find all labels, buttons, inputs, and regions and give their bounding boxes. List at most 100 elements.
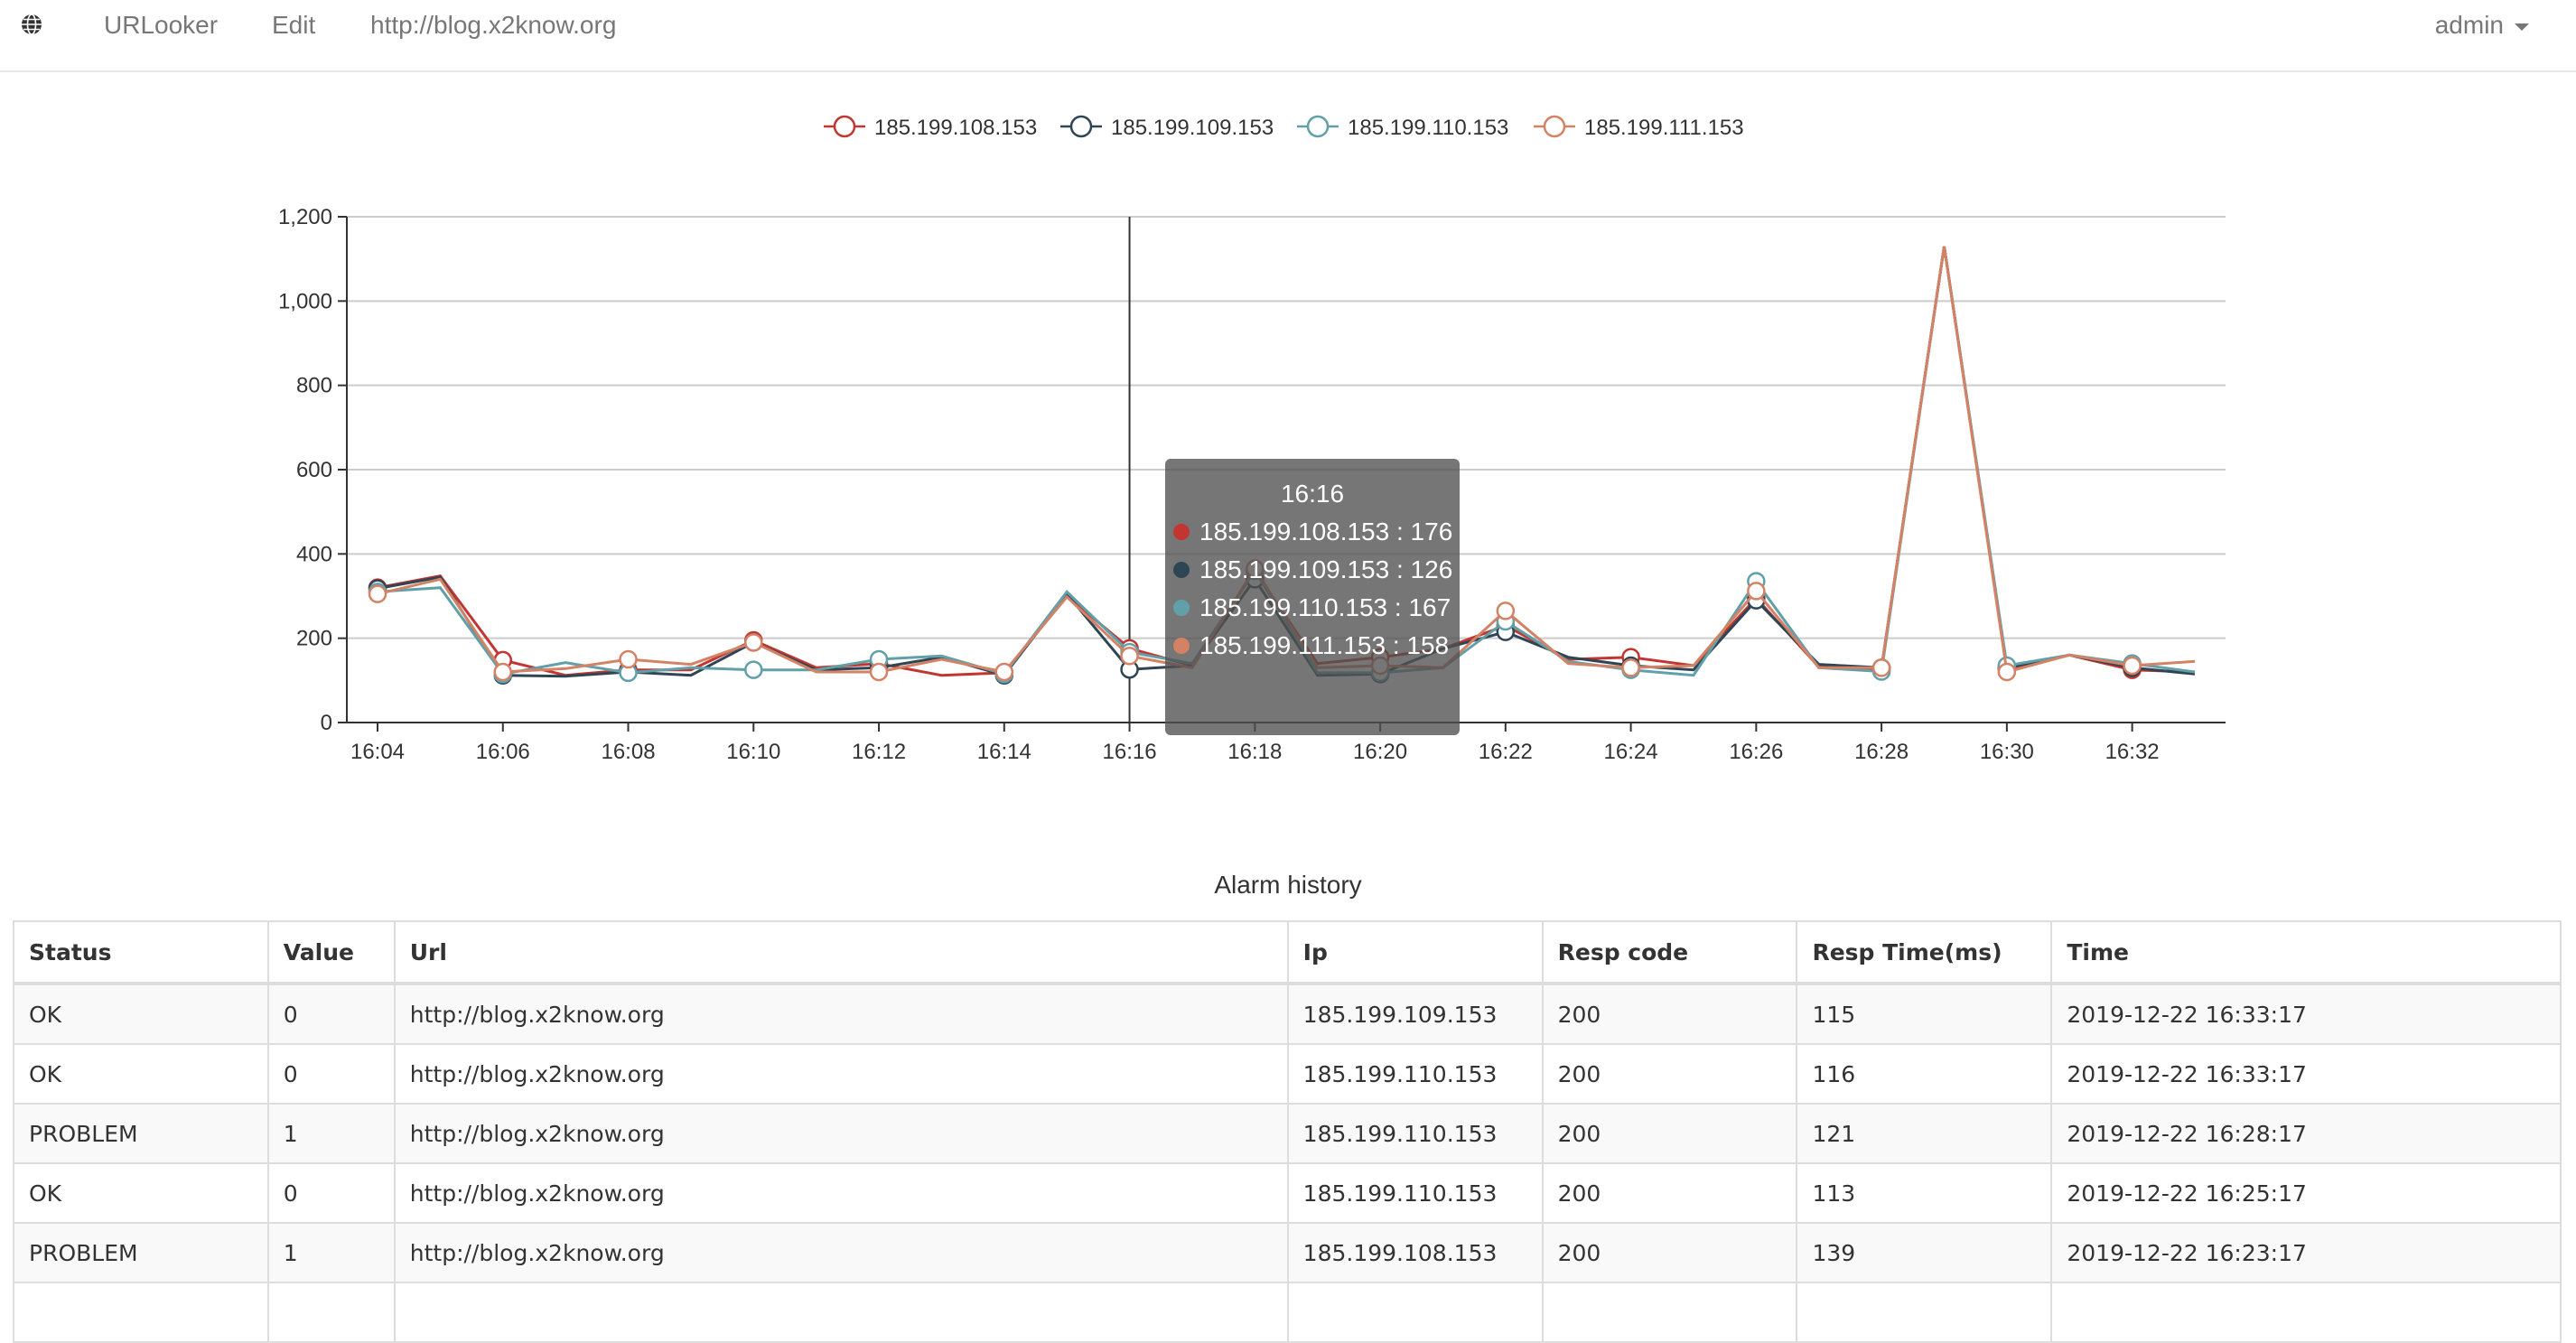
legend-label: 185.199.109.153 bbox=[1111, 116, 1274, 140]
legend-item: 185.199.110.153 bbox=[1297, 115, 1508, 140]
cell-ip: 185.199.110.153 bbox=[1286, 1103, 1544, 1164]
data-point bbox=[2123, 656, 2142, 676]
table-row bbox=[13, 1282, 2562, 1343]
cell-resp-time: 115 bbox=[1796, 983, 2053, 1045]
cell-status: OK bbox=[13, 1162, 269, 1224]
legend-marker-icon bbox=[833, 115, 856, 138]
x-tick-label: 16:22 bbox=[1479, 740, 1533, 764]
tooltip-title: 16:16 bbox=[1281, 480, 1344, 508]
cell-url bbox=[393, 1282, 1289, 1343]
y-tick-label: 1,200 bbox=[278, 205, 332, 229]
cell-resp-time: 121 bbox=[1796, 1103, 2053, 1164]
cell-url: http://blog.x2know.org bbox=[393, 1103, 1289, 1164]
y-tick-label: 0 bbox=[321, 711, 332, 735]
user-menu[interactable]: admin bbox=[2435, 9, 2529, 42]
alarm-history-table: Status Value Url Ip Resp code Resp Time(… bbox=[13, 920, 2562, 1343]
table-row: OK 0 http://blog.x2know.org 185.199.109.… bbox=[13, 983, 2562, 1045]
tooltip-line: 185.199.111.153 : 158 bbox=[1199, 631, 1449, 659]
chart-axes: 0 200 400 600 800 1,000 1,200 16:04 16:06 16:08 16… bbox=[278, 205, 2226, 764]
legend-marker-icon bbox=[1543, 115, 1566, 138]
cell-time: 2019-12-22 16:33:17 bbox=[2050, 1043, 2562, 1105]
edit-link[interactable]: Edit bbox=[272, 11, 316, 39]
tooltip-box bbox=[1165, 459, 1460, 735]
legend-item: 185.199.109.153 bbox=[1060, 115, 1274, 140]
cell-ip: 185.199.109.153 bbox=[1286, 983, 1544, 1045]
data-point bbox=[744, 633, 763, 652]
legend-marker-icon bbox=[1306, 115, 1330, 138]
data-point bbox=[1747, 582, 1766, 601]
y-tick-label: 400 bbox=[296, 542, 332, 566]
globe-logo-icon[interactable] bbox=[20, 13, 43, 36]
data-point bbox=[619, 649, 638, 669]
y-tick-label: 200 bbox=[296, 627, 332, 651]
x-tick-label: 16:16 bbox=[1103, 740, 1157, 764]
data-point bbox=[744, 660, 763, 679]
x-tick-label: 16:10 bbox=[726, 740, 780, 764]
alarm-history-title: Alarm history bbox=[1214, 871, 1362, 899]
x-tick-label: 16:12 bbox=[852, 740, 906, 764]
legend-item: 185.199.108.153 bbox=[824, 115, 1037, 140]
column-header-url[interactable]: Url bbox=[393, 920, 1289, 985]
table-row: PROBLEM 1 http://blog.x2know.org 185.199… bbox=[13, 1103, 2562, 1164]
cell-resp-code: 200 bbox=[1541, 983, 1798, 1045]
legend-item: 185.199.111.153 bbox=[1534, 115, 1744, 140]
x-tick-label: 16:18 bbox=[1227, 740, 1282, 764]
brand-link[interactable]: URLooker bbox=[104, 11, 219, 39]
response-time-chart: 185.199.108.153 185.199.109.153 185.199.11… bbox=[278, 115, 2226, 764]
legend-label: 185.199.110.153 bbox=[1348, 116, 1508, 140]
cell-status: PROBLEM bbox=[13, 1222, 269, 1283]
cell-ip: 185.199.108.153 bbox=[1286, 1222, 1544, 1283]
cell-value: 0 bbox=[266, 1162, 396, 1224]
x-tick-label: 16:20 bbox=[1353, 740, 1407, 764]
tooltip-marker-icon bbox=[1173, 638, 1190, 654]
data-point bbox=[869, 662, 889, 682]
data-point bbox=[493, 662, 513, 682]
cell-url: http://blog.x2know.org bbox=[393, 1222, 1289, 1283]
cell-time: 2019-12-22 16:33:17 bbox=[2050, 983, 2562, 1045]
url-link[interactable]: http://blog.x2know.org bbox=[370, 11, 617, 39]
legend-marker-icon bbox=[1069, 115, 1093, 138]
cell-resp-time bbox=[1796, 1282, 2053, 1343]
table-row: PROBLEM 1 http://blog.x2know.org 185.199… bbox=[13, 1222, 2562, 1283]
tooltip-marker-icon bbox=[1173, 562, 1190, 578]
cell-ip bbox=[1286, 1282, 1544, 1343]
column-header-resp-time[interactable]: Resp Time(ms) bbox=[1796, 920, 2053, 985]
cell-resp-time: 116 bbox=[1796, 1043, 2053, 1105]
data-point bbox=[1997, 662, 2017, 682]
column-header-time[interactable]: Time bbox=[2050, 920, 2562, 985]
table-row: OK 0 http://blog.x2know.org 185.199.110.… bbox=[13, 1162, 2562, 1224]
legend-label: 185.199.108.153 bbox=[874, 116, 1037, 140]
tooltip-line: 185.199.108.153 : 176 bbox=[1199, 518, 1452, 546]
cell-time: 2019-12-22 16:25:17 bbox=[2050, 1162, 2562, 1224]
cell-time bbox=[2050, 1282, 2562, 1343]
x-tick-label: 16:28 bbox=[1854, 740, 1909, 764]
cell-url: http://blog.x2know.org bbox=[393, 983, 1289, 1045]
cell-time: 2019-12-22 16:23:17 bbox=[2050, 1222, 2562, 1283]
chart-legend: 185.199.108.153 185.199.109.153 185.199.11… bbox=[824, 115, 1744, 140]
column-header-ip[interactable]: Ip bbox=[1286, 920, 1544, 985]
cell-status: OK bbox=[13, 983, 269, 1045]
x-tick-label: 16:32 bbox=[2105, 740, 2160, 764]
x-tick-label: 16:30 bbox=[1980, 740, 2034, 764]
y-tick-label: 800 bbox=[296, 374, 332, 398]
data-point bbox=[994, 662, 1014, 682]
tooltip-marker-icon bbox=[1173, 600, 1190, 616]
column-header-resp-code[interactable]: Resp code bbox=[1541, 920, 1798, 985]
x-tick-label: 16:04 bbox=[350, 740, 405, 764]
cell-time: 2019-12-22 16:28:17 bbox=[2050, 1103, 2562, 1164]
data-point bbox=[1496, 602, 1516, 620]
cell-resp-code: 200 bbox=[1541, 1043, 1798, 1105]
cell-resp-time: 113 bbox=[1796, 1162, 2053, 1224]
cell-value: 0 bbox=[266, 1043, 396, 1105]
column-header-status[interactable]: Status bbox=[13, 920, 269, 985]
table-row: OK 0 http://blog.x2know.org 185.199.110.… bbox=[13, 1043, 2562, 1105]
x-tick-label: 16:24 bbox=[1604, 740, 1658, 764]
column-header-value[interactable]: Value bbox=[266, 920, 396, 985]
cell-url: http://blog.x2know.org bbox=[393, 1043, 1289, 1105]
cell-value: 0 bbox=[266, 983, 396, 1045]
cell-url: http://blog.x2know.org bbox=[393, 1162, 1289, 1224]
cell-value: 1 bbox=[266, 1222, 396, 1283]
caret-down-icon bbox=[2515, 23, 2529, 31]
cell-status: OK bbox=[13, 1043, 269, 1105]
y-tick-label: 1,000 bbox=[278, 289, 332, 313]
